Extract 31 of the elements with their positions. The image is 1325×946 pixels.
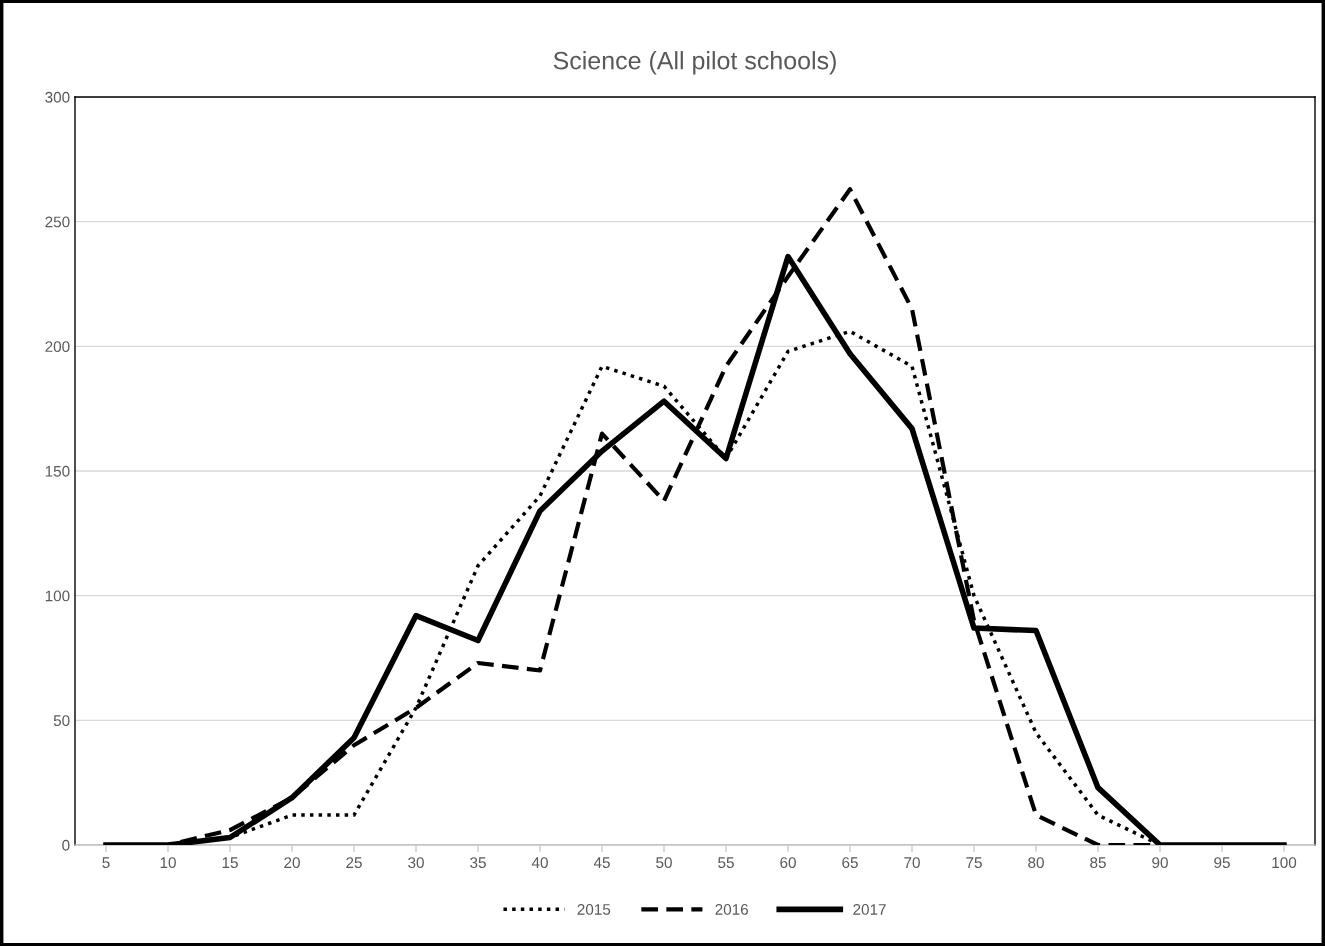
x-tick-label: 10 bbox=[160, 857, 176, 869]
x-tick-label: 95 bbox=[1214, 857, 1230, 869]
x-tick-label: 85 bbox=[1090, 857, 1106, 869]
chart-title: Science (All pilot schools) bbox=[553, 51, 836, 75]
x-tick-label: 25 bbox=[346, 857, 362, 869]
x-tick-label: 90 bbox=[1152, 857, 1168, 869]
x-tick-label: 50 bbox=[656, 857, 672, 869]
x-tick-label: 60 bbox=[780, 857, 796, 869]
y-tick-label: 0 bbox=[62, 839, 70, 851]
x-tick-label: 55 bbox=[718, 857, 734, 869]
x-tick-label: 30 bbox=[408, 857, 424, 869]
x-tick-label: 35 bbox=[470, 857, 486, 869]
legend-label: 2017 bbox=[853, 904, 886, 915]
y-tick-label: 100 bbox=[45, 590, 70, 602]
y-tick-label: 250 bbox=[45, 216, 70, 228]
x-tick-label: 45 bbox=[593, 857, 610, 869]
legend-label: 2015 bbox=[577, 904, 611, 915]
x-tick-label: 15 bbox=[222, 857, 238, 869]
x-tick-label: 70 bbox=[904, 857, 920, 869]
x-tick-label: 80 bbox=[1028, 857, 1044, 869]
y-tick-label: 150 bbox=[45, 465, 70, 477]
legend-label: 2016 bbox=[715, 904, 748, 915]
x-tick-label: 5 bbox=[102, 857, 110, 869]
x-tick-label: 100 bbox=[1272, 857, 1297, 869]
x-tick-label: 20 bbox=[284, 857, 300, 869]
y-tick-label: 200 bbox=[45, 341, 70, 353]
y-tick-label: 300 bbox=[45, 91, 70, 103]
x-tick-label: 75 bbox=[966, 857, 982, 869]
x-tick-label: 40 bbox=[531, 857, 548, 869]
x-tick-label: 65 bbox=[842, 857, 858, 869]
y-tick-label: 50 bbox=[53, 715, 70, 727]
